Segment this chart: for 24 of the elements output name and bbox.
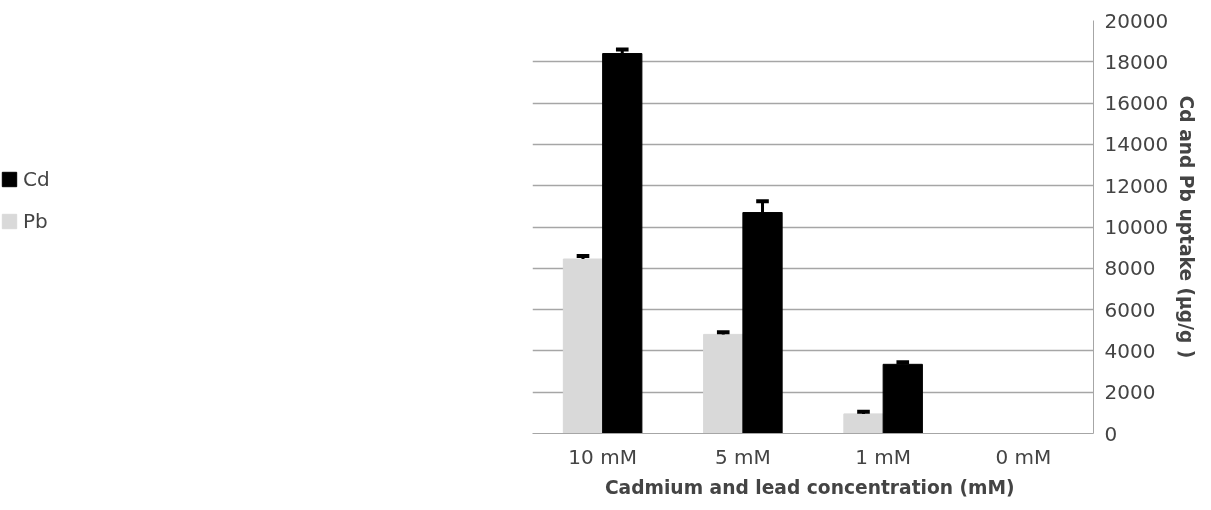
y-tick-label: 20000 <box>1104 8 1169 33</box>
x-tick-label: 1 mM <box>855 444 912 469</box>
y-tick-label: 16000 <box>1104 91 1169 116</box>
y-tick-label: 6000 <box>1104 297 1156 322</box>
x-tick-label: 10 mM <box>568 444 637 469</box>
y-tick-label: 0 <box>1104 421 1118 446</box>
bar <box>602 53 643 434</box>
legend-label: Pb <box>23 209 48 233</box>
y-axis-title: Cd and Pb uptake (µg/g ) <box>1176 95 1198 359</box>
bar <box>843 413 884 434</box>
y-tick-label: 18000 <box>1104 49 1169 74</box>
y-tick-label: 8000 <box>1104 256 1156 281</box>
legend-label: Cd <box>23 167 50 191</box>
bar <box>882 363 923 434</box>
x-tick-label: 5 mM <box>714 444 771 469</box>
y-tick-label: 2000 <box>1104 380 1156 405</box>
y-tick-label: 14000 <box>1104 132 1169 157</box>
bar <box>703 333 744 434</box>
y-tick-label: 12000 <box>1104 173 1169 198</box>
x-tick-label: 0 mM <box>995 444 1052 469</box>
x-axis-title: Cadmium and lead concentration (mM) <box>604 476 1015 498</box>
y-tick-label: 4000 <box>1104 338 1156 363</box>
bar <box>562 258 604 434</box>
y-tick-label: 10000 <box>1104 215 1169 239</box>
